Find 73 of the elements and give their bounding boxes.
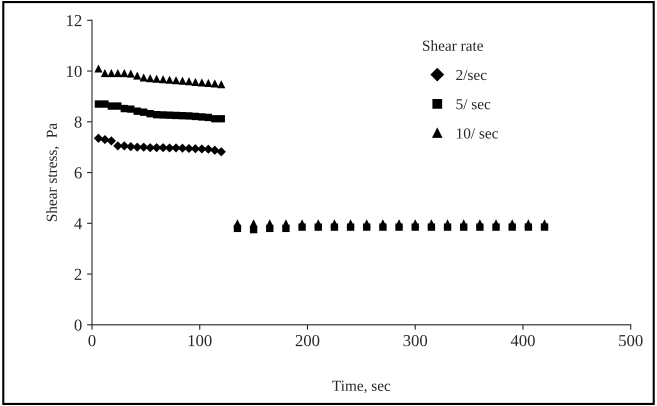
point [330, 219, 338, 228]
point [492, 219, 500, 228]
point [197, 144, 206, 154]
point [266, 219, 274, 228]
point [114, 69, 122, 78]
point [524, 219, 532, 228]
point [411, 219, 420, 228]
point [166, 76, 174, 84]
y-axis-title: Shear stress, Pa [46, 123, 60, 222]
point [120, 69, 128, 78]
point [113, 141, 122, 151]
x-tick-label: 100 [188, 335, 212, 346]
point [146, 74, 154, 82]
point [460, 219, 468, 228]
point [120, 141, 129, 151]
x-tick-label: 0 [88, 335, 96, 346]
point [427, 219, 436, 228]
point [126, 70, 135, 78]
point [191, 78, 200, 86]
point [218, 115, 225, 122]
y-tick-label: 6 [74, 167, 82, 178]
point [233, 219, 242, 228]
point [178, 76, 187, 85]
point [314, 219, 322, 228]
point [100, 134, 110, 144]
point [94, 64, 102, 73]
point [172, 76, 180, 84]
point [540, 219, 549, 228]
legend-label: 10/ sec [456, 128, 498, 139]
point [184, 144, 194, 154]
point [508, 219, 516, 228]
point [152, 74, 161, 83]
point [362, 219, 371, 228]
y-tick-label: 8 [74, 116, 82, 128]
x-axis-title: Time, sec [332, 380, 390, 394]
point [217, 80, 226, 88]
point [100, 69, 109, 78]
x-tick-label: 500 [619, 335, 643, 346]
point [444, 219, 452, 228]
point [140, 73, 148, 82]
point [164, 143, 174, 153]
point [184, 77, 193, 86]
legend-label: 5/ sec [456, 99, 490, 110]
point [216, 147, 226, 156]
y-tick-label: 12 [67, 15, 82, 26]
point [210, 79, 219, 88]
x-tick-label: 400 [510, 335, 535, 346]
point [476, 219, 484, 228]
y-tick-label: 4 [74, 218, 82, 230]
point [126, 142, 136, 152]
y-tick-label: 10 [67, 66, 82, 77]
y-tick-label: 2 [74, 268, 82, 280]
point [106, 136, 116, 146]
point [133, 72, 142, 80]
y-tick-label: 0 [74, 320, 82, 331]
legend-title: Shear rate [423, 40, 483, 51]
point [171, 143, 181, 153]
x-tick-label: 300 [404, 335, 428, 346]
point [210, 146, 220, 155]
point [127, 105, 134, 113]
point [378, 219, 387, 228]
point [139, 142, 148, 152]
point [395, 219, 404, 228]
point [282, 219, 290, 228]
point [204, 78, 212, 88]
point [250, 219, 258, 228]
legend-label: 2/sec [456, 70, 487, 80]
point [198, 78, 206, 87]
point [298, 219, 306, 228]
point [178, 112, 186, 120]
x-tick-label: 200 [296, 335, 320, 346]
point [158, 143, 168, 152]
point [346, 219, 355, 228]
